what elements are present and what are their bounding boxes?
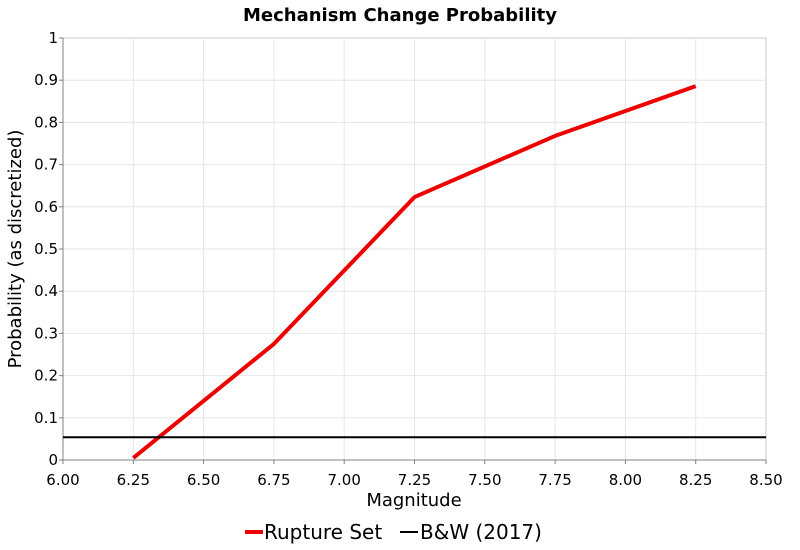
x-tick-label: 8.50 xyxy=(749,471,782,489)
x-tick-label: 6.50 xyxy=(187,471,220,489)
x-tick-label: 7.75 xyxy=(538,471,571,489)
legend-label-bw-2017: B&W (2017) xyxy=(420,520,542,544)
y-axis-label: Probability (as discretized) xyxy=(5,130,26,369)
series-line-rupture-set xyxy=(132,84,697,460)
x-tick-label: 7.00 xyxy=(327,471,360,489)
tick-labels: 6.00 6.25 6.50 6.75 7.00 7.25 7.50 7.75 8.00 8.25… xyxy=(34,29,783,489)
legend-label-rupture-set: Rupture Set xyxy=(264,520,382,544)
series-layer xyxy=(63,84,766,460)
y-tick-label: 1 xyxy=(48,29,58,47)
y-tick-label: 0.1 xyxy=(34,409,58,427)
x-axis-label: Magnitude xyxy=(366,490,461,511)
legend: Rupture Set B&W (2017) xyxy=(245,520,542,544)
y-tick-label: 0.8 xyxy=(34,113,58,131)
x-tick-label: 6.75 xyxy=(257,471,290,489)
x-tick-label: 8.25 xyxy=(679,471,712,489)
y-tick-label: 0.6 xyxy=(34,198,58,216)
axes xyxy=(59,37,767,464)
x-tick-label: 7.25 xyxy=(398,471,431,489)
x-tick-label: 6.25 xyxy=(117,471,150,489)
y-tick-label: 0 xyxy=(48,451,58,469)
x-tick-label: 7.50 xyxy=(468,471,501,489)
x-tick-label: 8.00 xyxy=(609,471,642,489)
y-tick-label: 0.7 xyxy=(34,156,58,174)
y-tick-label: 0.3 xyxy=(34,324,58,342)
y-tick-label: 0.5 xyxy=(34,240,58,258)
x-tick-label: 6.00 xyxy=(46,471,79,489)
y-tick-label: 0.2 xyxy=(34,367,58,385)
chart-title: Mechanism Change Probability xyxy=(243,5,557,26)
y-tick-label: 0.9 xyxy=(34,71,58,89)
y-tick-label: 0.4 xyxy=(34,282,58,300)
